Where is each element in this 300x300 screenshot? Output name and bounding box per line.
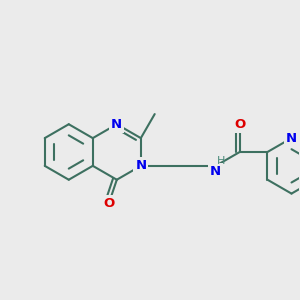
Text: N: N — [286, 132, 297, 145]
Text: N: N — [111, 118, 122, 131]
Text: O: O — [234, 118, 245, 131]
Text: N: N — [135, 159, 146, 172]
Text: H: H — [217, 156, 225, 166]
Text: O: O — [103, 197, 115, 210]
Text: N: N — [210, 165, 221, 178]
